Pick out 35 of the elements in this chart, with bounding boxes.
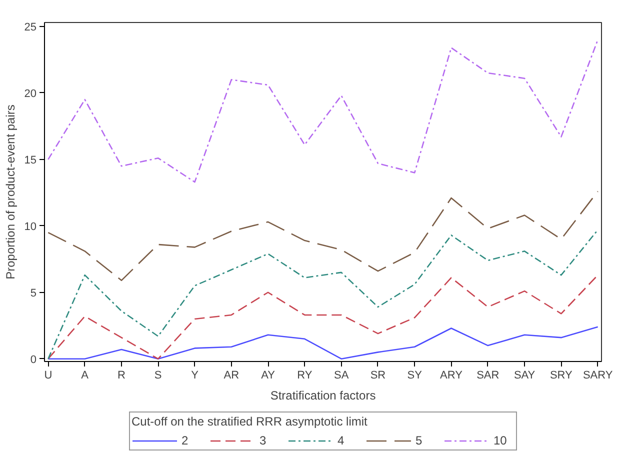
legend-title: Cut-off on the stratified RRR asymptotic limit: [132, 414, 368, 428]
line-series: [48, 274, 598, 360]
y-tick-label: 25: [24, 21, 37, 34]
legend-label: 2: [182, 434, 190, 448]
line-series: [48, 190, 598, 282]
x-tick-label: U: [44, 370, 52, 382]
line-series: [48, 39, 598, 183]
line-series: [48, 326, 598, 360]
x-tick-label: SRY: [550, 370, 574, 382]
x-tick-label: SR: [370, 370, 386, 382]
x-tick-label: AY: [261, 370, 276, 382]
x-tick-label: RY: [297, 370, 313, 382]
y-tick-label: 0: [30, 354, 37, 366]
legend-label: 4: [338, 434, 346, 448]
legend-label: 10: [494, 434, 508, 448]
y-tick-label: 20: [24, 88, 37, 100]
x-tick-label: Y: [191, 370, 200, 382]
x-tick-label: ARY: [440, 370, 464, 382]
legend-label: 3: [260, 434, 268, 448]
x-tick-label: SAR: [476, 370, 500, 382]
y-tick-label: 10: [24, 220, 37, 233]
x-tick-label: R: [117, 370, 126, 382]
line-series: [48, 229, 598, 360]
x-tick-label: SAY: [514, 370, 536, 382]
legend-label: 5: [416, 434, 424, 448]
x-tick-label: SA: [334, 370, 350, 382]
x-axis-title: Stratification factors: [270, 388, 376, 402]
x-tick-label: A: [81, 370, 90, 382]
x-tick-label: SY: [407, 370, 423, 382]
x-tick-label: AR: [224, 370, 240, 382]
y-tick-label: 5: [30, 287, 37, 300]
x-tick-label: S: [154, 370, 162, 382]
x-tick-label: SARY: [582, 370, 614, 382]
y-axis-title: Proportion of product-event pairs: [3, 104, 18, 280]
y-tick-label: 15: [24, 154, 37, 166]
